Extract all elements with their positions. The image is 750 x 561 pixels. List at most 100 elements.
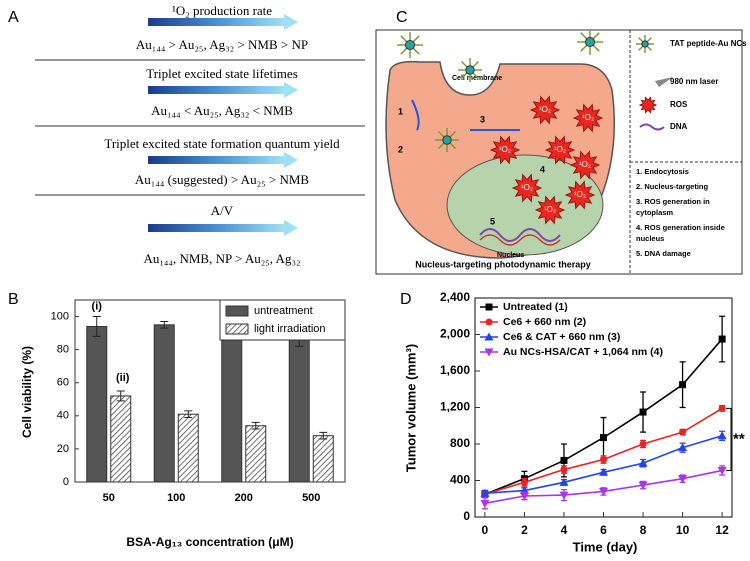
panel-label: D [400, 291, 412, 308]
marker [600, 456, 607, 464]
marker [679, 428, 687, 436]
marker [519, 492, 529, 501]
annotation: (i) [92, 300, 103, 312]
ros-star [572, 103, 604, 133]
legend-entry: 980 nm laser [670, 77, 718, 86]
marker [718, 404, 726, 412]
ros-star [569, 150, 601, 180]
bar [177, 413, 199, 483]
legend-entry: light irradiation [254, 323, 326, 335]
marker [638, 458, 648, 467]
step-number: 1 [398, 106, 403, 116]
legend-entry: Au NCs-HSA/CAT + 1,064 nm (4) [503, 346, 663, 358]
arrow-head [284, 220, 298, 236]
nc-core [584, 36, 596, 48]
order: Au₁₄₄, NMB, NP > Au₂₅, Ag₃₂ [143, 251, 300, 266]
x-tick-label: 8 [640, 523, 647, 537]
arrow-head [284, 14, 298, 30]
step: 2. Nucleus-targeting [636, 182, 709, 191]
nc-core [641, 40, 649, 48]
marker [480, 499, 490, 508]
ros-label: ¹O₂ [574, 190, 586, 199]
x-tick-label: 50 [103, 492, 115, 504]
bar [153, 324, 175, 483]
dna-icon [639, 123, 665, 131]
step-number: 4 [540, 164, 545, 174]
legend-entry: ROS [670, 100, 688, 109]
y-tick-label: 400 [450, 473, 470, 487]
legend-marker [484, 348, 494, 357]
step: nucleus [636, 234, 664, 243]
nucleus-label: Nucleus [497, 252, 524, 259]
legend-entry: untreatment [254, 305, 313, 317]
step-number: 3 [480, 114, 485, 124]
y-tick-label: 2,000 [440, 327, 470, 341]
gradient-arrow [148, 86, 284, 94]
marker [639, 408, 647, 416]
property: Triplet excited state formation quantum … [104, 136, 340, 151]
bar [245, 425, 267, 483]
arrow [411, 99, 420, 131]
dna [479, 228, 561, 242]
x-tick-label: 4 [561, 523, 568, 537]
legend-marker [484, 332, 494, 341]
bar [221, 329, 243, 483]
caption: Nucleus-targeting photodynamic therapy [415, 259, 591, 269]
marker [599, 467, 608, 476]
y-axis-label: Tumor volume (mm³) [403, 344, 418, 472]
step: 1. Endocytosis [636, 167, 689, 176]
error-bar [160, 321, 169, 329]
y-tick-label: 0 [463, 509, 470, 523]
marker [718, 335, 726, 343]
x-axis-label: Time (day) [573, 539, 638, 554]
marker [600, 434, 607, 442]
y-tick-label: 1,200 [440, 400, 470, 414]
step: cytoplasm [636, 208, 673, 217]
step-number: 2 [398, 144, 403, 154]
marker [639, 440, 647, 448]
legend-swatch [225, 323, 249, 335]
panel-label: C [396, 9, 408, 26]
x-tick-label: 200 [235, 492, 253, 504]
ros-label: ¹O₂ [579, 160, 591, 169]
marker [638, 481, 648, 490]
ros-label: ¹O₂ [499, 145, 511, 154]
gradient-arrow [148, 18, 284, 26]
arrow-head [284, 82, 298, 98]
marker [717, 431, 727, 440]
bar [110, 395, 132, 483]
marker [559, 477, 569, 486]
marker [559, 491, 569, 500]
x-tick-label: 12 [715, 523, 729, 537]
bar [312, 435, 334, 483]
ros-star [534, 195, 566, 225]
cell-membrane-label: Cell membrane [452, 75, 502, 82]
ros-label: ¹O₂ [582, 113, 594, 122]
marker [678, 443, 688, 452]
step: 3. ROS generation in [636, 197, 710, 206]
order: Au₁₄₄ (suggested) > Au₂₅ > NMB [135, 172, 310, 187]
marker [599, 487, 608, 496]
ros-star [544, 135, 576, 165]
legend-marker [485, 303, 493, 311]
legend-swatch [225, 305, 249, 317]
y-tick-label: 60 [57, 377, 69, 389]
legend-entry: DNA [670, 122, 688, 131]
legend-entry: TAT peptide-Au NCs [670, 39, 747, 48]
x-tick-label: 100 [167, 492, 185, 504]
property: Triplet excited state lifetimes [146, 66, 298, 81]
property: ¹O₂ production rate [172, 3, 272, 18]
bar [86, 325, 108, 483]
ros-star [529, 95, 561, 125]
nc-core [404, 39, 416, 51]
ros-star [564, 180, 596, 210]
arrow-head [284, 152, 298, 168]
y-tick-label: 1,600 [440, 363, 470, 377]
y-tick-label: 800 [450, 436, 470, 450]
y-axis-label: Cell viability (%) [20, 346, 34, 438]
legend-entry: Ce6 & CAT + 660 nm (3) [503, 331, 620, 343]
marker [480, 488, 490, 497]
x-tick-label: 6 [600, 523, 607, 537]
panel-label: A [8, 9, 19, 26]
